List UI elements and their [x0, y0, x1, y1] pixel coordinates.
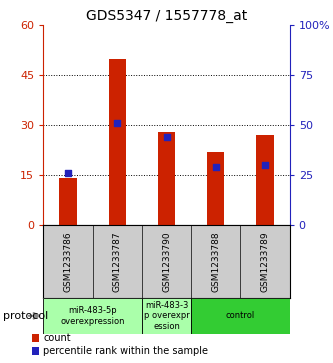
Text: control: control: [226, 311, 255, 320]
Bar: [256, 135, 274, 225]
Text: GSM1233786: GSM1233786: [63, 231, 73, 292]
Text: GSM1233788: GSM1233788: [211, 231, 220, 292]
Text: GSM1233789: GSM1233789: [260, 231, 270, 292]
Text: GSM1233790: GSM1233790: [162, 231, 171, 292]
Point: [65, 170, 71, 176]
Bar: [191, 298, 290, 334]
Bar: [158, 132, 175, 225]
Title: GDS5347 / 1557778_at: GDS5347 / 1557778_at: [86, 9, 247, 23]
Point: [213, 164, 218, 170]
Text: miR-483-5p
overexpression: miR-483-5p overexpression: [60, 306, 125, 326]
Point: [262, 162, 268, 168]
Bar: [43, 298, 142, 334]
Bar: [207, 152, 224, 225]
Text: miR-483-3
p overexpr
ession: miR-483-3 p overexpr ession: [144, 301, 189, 331]
Point: [164, 134, 169, 140]
Bar: [59, 179, 77, 225]
Text: GSM1233787: GSM1233787: [113, 231, 122, 292]
Legend: count, percentile rank within the sample: count, percentile rank within the sample: [32, 333, 208, 356]
Text: protocol: protocol: [3, 311, 49, 321]
Bar: [109, 59, 126, 225]
Bar: [142, 298, 191, 334]
Point: [115, 120, 120, 126]
